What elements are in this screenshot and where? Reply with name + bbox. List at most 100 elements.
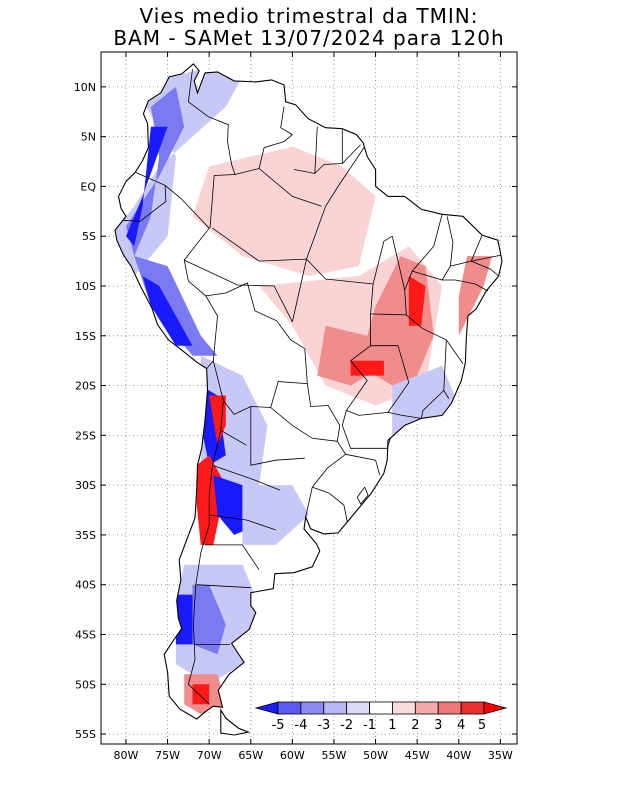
- bias-region: [126, 126, 168, 247]
- map-title-line2: BAM - SAMet 13/07/2024 para 120h: [113, 26, 505, 50]
- latitude-axis: 10N 5N EQ 5S 10S 15S 20S 25S 30S 35S 40S 45S 50S 55S: [74, 81, 517, 741]
- colorbar-label: 5: [478, 718, 486, 733]
- colorbar-segment: [437, 701, 462, 715]
- lon-tick-label: 35W: [488, 749, 513, 762]
- border-line: [212, 464, 281, 491]
- border-line: [250, 406, 305, 466]
- bias-field: [115, 66, 492, 715]
- border-line: [345, 283, 389, 416]
- lon-tick-label: 55W: [322, 749, 347, 762]
- border-line: [234, 134, 293, 175]
- border-line: [305, 487, 313, 518]
- lat-tick-label: 35S: [75, 529, 96, 542]
- bias-region: [175, 594, 193, 645]
- bias-region: [134, 256, 218, 356]
- border-line: [370, 236, 407, 316]
- border-line: [471, 254, 502, 262]
- border-line: [292, 259, 307, 322]
- colorbar-segment: [300, 701, 325, 715]
- colorbar-label: 4: [457, 718, 465, 733]
- border-line: [406, 314, 464, 364]
- lat-tick-label: 55S: [75, 728, 96, 741]
- lon-tick-label: 50W: [363, 749, 388, 762]
- colorbar-label: -1: [363, 718, 376, 733]
- border-line: [306, 383, 347, 488]
- border-line: [123, 172, 167, 222]
- lon-tick-label: 45W: [405, 749, 430, 762]
- border-line: [356, 486, 369, 505]
- colorbar-segment: [414, 701, 439, 715]
- lat-tick-label: 45S: [75, 628, 96, 641]
- map-frame: [100, 51, 518, 745]
- border-line: [420, 390, 445, 419]
- colorbar-segment: [277, 701, 302, 715]
- border-line: [442, 279, 489, 292]
- border-line: [293, 144, 361, 174]
- country-borders: [123, 68, 502, 705]
- colorbar-arrow-right: [483, 701, 508, 715]
- lat-tick-label: 10S: [75, 280, 96, 293]
- border-line: [404, 214, 443, 291]
- border-line: [205, 282, 308, 384]
- colorbar-label: 3: [434, 718, 442, 733]
- border-line: [314, 126, 318, 174]
- lon-tick-label: 80W: [114, 749, 139, 762]
- colorbar-segment: [392, 701, 416, 715]
- longitude-axis: 80W 75W 70W 65W 60W 55W 50W 45W 40W 35W: [114, 52, 513, 762]
- lon-tick-label: 60W: [280, 749, 305, 762]
- border-line: [306, 146, 366, 260]
- colorbar-label: -2: [340, 718, 353, 733]
- colorbar-segment: [323, 701, 348, 715]
- lat-tick-label: EQ: [80, 180, 96, 193]
- colorbar-label: 2: [411, 718, 419, 733]
- colorbar-label: 1: [388, 718, 396, 733]
- lon-tick-label: 75W: [155, 749, 180, 762]
- border-line: [341, 425, 388, 449]
- lon-tick-label: 40W: [446, 749, 471, 762]
- lat-tick-label: 10N: [74, 81, 96, 94]
- lat-tick-label: 15S: [75, 330, 96, 343]
- bias-region: [192, 684, 210, 705]
- coastline: [114, 63, 503, 736]
- border-line: [220, 430, 247, 446]
- bias-region: [350, 360, 384, 376]
- colorbar-label: -4: [294, 718, 307, 733]
- bias-region: [200, 355, 268, 505]
- bias-region: [192, 146, 376, 276]
- border-line: [205, 544, 260, 571]
- border-line: [270, 407, 338, 442]
- lat-tick-label: 30S: [75, 479, 96, 492]
- border-line: [184, 259, 293, 322]
- border-line: [209, 514, 276, 531]
- colorbar-label: -5: [272, 718, 285, 733]
- lon-tick-label: 65W: [238, 749, 263, 762]
- colorbar-segment: [369, 701, 393, 715]
- border-line: [212, 227, 326, 280]
- bias-region: [242, 485, 309, 545]
- border-line: [187, 400, 224, 705]
- lat-tick-label: 5N: [81, 131, 96, 144]
- lat-tick-label: 20S: [75, 380, 96, 393]
- lat-tick-label: 25S: [75, 429, 96, 442]
- border-line: [258, 168, 322, 207]
- colorbar-label: -3: [317, 718, 330, 733]
- map-title-line1: Vies medio trimestral da TMIN:: [139, 4, 479, 28]
- bias-region: [209, 395, 226, 446]
- border-line: [312, 486, 348, 523]
- bias-region: [200, 385, 226, 466]
- colorbar-segment: [460, 701, 485, 715]
- border-line: [196, 584, 251, 589]
- border-line: [187, 68, 236, 229]
- colorbar-segment: [346, 701, 370, 715]
- border-line: [280, 106, 293, 135]
- border-line: [345, 453, 381, 476]
- lat-tick-label: 40S: [75, 579, 96, 592]
- border-line: [341, 410, 347, 426]
- bias-region: [408, 276, 426, 326]
- border-line: [325, 235, 393, 285]
- border-line: [164, 185, 218, 369]
- border-line: [471, 260, 499, 277]
- lat-tick-label: 5S: [82, 230, 96, 243]
- lon-tick-label: 70W: [197, 749, 222, 762]
